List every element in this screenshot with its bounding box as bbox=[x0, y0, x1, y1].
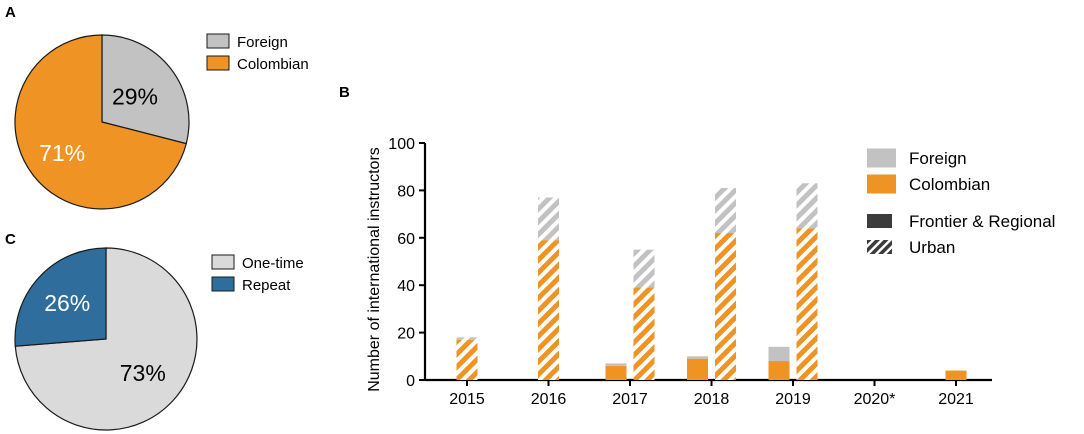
bar-segment-colombian-2021-frontier bbox=[945, 370, 967, 380]
bar-segment-foreign-2019-frontier bbox=[768, 346, 790, 362]
bar-segment-foreign-2016-urban bbox=[538, 197, 559, 241]
x-tick-label: 2016 bbox=[531, 391, 567, 408]
legend-swatch-one-time bbox=[211, 254, 235, 270]
legend-swatch-colombian bbox=[206, 55, 230, 71]
bar-segment-foreign-2018-urban bbox=[715, 188, 736, 234]
legend-swatch-frontier-regional bbox=[867, 214, 892, 228]
x-tick-label: 2018 bbox=[694, 391, 730, 408]
y-tick-label: 40 bbox=[397, 278, 415, 295]
bar-segment-colombian-2019-frontier bbox=[768, 361, 790, 380]
bar-segment-colombian-2017-frontier bbox=[605, 365, 627, 380]
pie-slice-foreign bbox=[101, 34, 190, 145]
bar-segment-colombian-2018-frontier bbox=[687, 358, 708, 380]
legend-label-one-time: One-time bbox=[242, 255, 304, 272]
legend-label-repeat: Repeat bbox=[242, 277, 291, 294]
legend-swatch-colombian bbox=[867, 174, 896, 194]
pie-slice-label-one-time: 73% bbox=[120, 360, 166, 386]
panel-label-b: B bbox=[339, 84, 350, 101]
legend-label-frontier-regional: Frontier & Regional bbox=[909, 212, 1055, 231]
y-tick-label: 0 bbox=[406, 373, 415, 390]
legend-label-colombian: Colombian bbox=[909, 175, 990, 194]
bar-segment-colombian-2018-urban bbox=[715, 233, 736, 380]
pie-slice-label-repeat: 26% bbox=[44, 290, 90, 316]
y-tick-label: 100 bbox=[388, 136, 415, 153]
legend-swatch-foreign bbox=[867, 148, 896, 168]
pie-slice-label-colombian: 71% bbox=[39, 140, 85, 166]
bar-segment-foreign-2017-urban bbox=[633, 249, 655, 288]
bar-segment-colombian-2019-urban bbox=[796, 228, 818, 380]
bar-segment-foreign-2017-frontier bbox=[605, 363, 627, 366]
bar-segment-foreign-2015-urban bbox=[456, 337, 478, 340]
pie-slice-colombian bbox=[14, 34, 187, 210]
legend-label-colombian: Colombian bbox=[237, 56, 309, 73]
bar-segment-foreign-2019-urban bbox=[796, 183, 818, 229]
bar-chart-instructors: 0 20 40 60 80 100 Number of international inst… bbox=[366, 136, 1055, 408]
bar-segment-colombian-2016-urban bbox=[538, 240, 559, 380]
pie-slice-label-foreign: 29% bbox=[112, 83, 158, 109]
y-tick-label: 60 bbox=[397, 231, 415, 248]
bar-segment-foreign-2018-frontier bbox=[687, 356, 708, 359]
panel-label-c: C bbox=[5, 231, 16, 248]
y-axis-label: Number of international instructors bbox=[366, 147, 383, 392]
pie-chart-nationality: 29% 71% Foreign Colombian bbox=[14, 33, 309, 210]
legend-label-foreign: Foreign bbox=[237, 34, 288, 51]
legend-swatch-foreign bbox=[206, 33, 230, 49]
panel-label-a: A bbox=[5, 4, 16, 21]
bar-segment-colombian-2017-urban bbox=[633, 287, 655, 380]
legend-label-foreign: Foreign bbox=[909, 149, 967, 168]
x-tick-label: 2015 bbox=[449, 391, 485, 408]
bar-segment-colombian-2015-urban bbox=[456, 339, 478, 380]
pie-slice-repeat bbox=[14, 247, 107, 347]
pie-chart-frequency: 73% 26% One-time Repeat bbox=[14, 247, 304, 431]
legend-label-urban: Urban bbox=[909, 238, 955, 257]
x-tick-label: 2017 bbox=[612, 391, 648, 408]
x-tick-label: 2020* bbox=[854, 391, 896, 408]
y-tick-label: 80 bbox=[397, 183, 415, 200]
x-tick-label: 2019 bbox=[775, 391, 811, 408]
legend-swatch-urban bbox=[867, 240, 892, 254]
y-tick-label: 20 bbox=[397, 326, 415, 343]
x-tick-label: 2021 bbox=[938, 391, 974, 408]
legend-swatch-repeat bbox=[211, 276, 235, 292]
